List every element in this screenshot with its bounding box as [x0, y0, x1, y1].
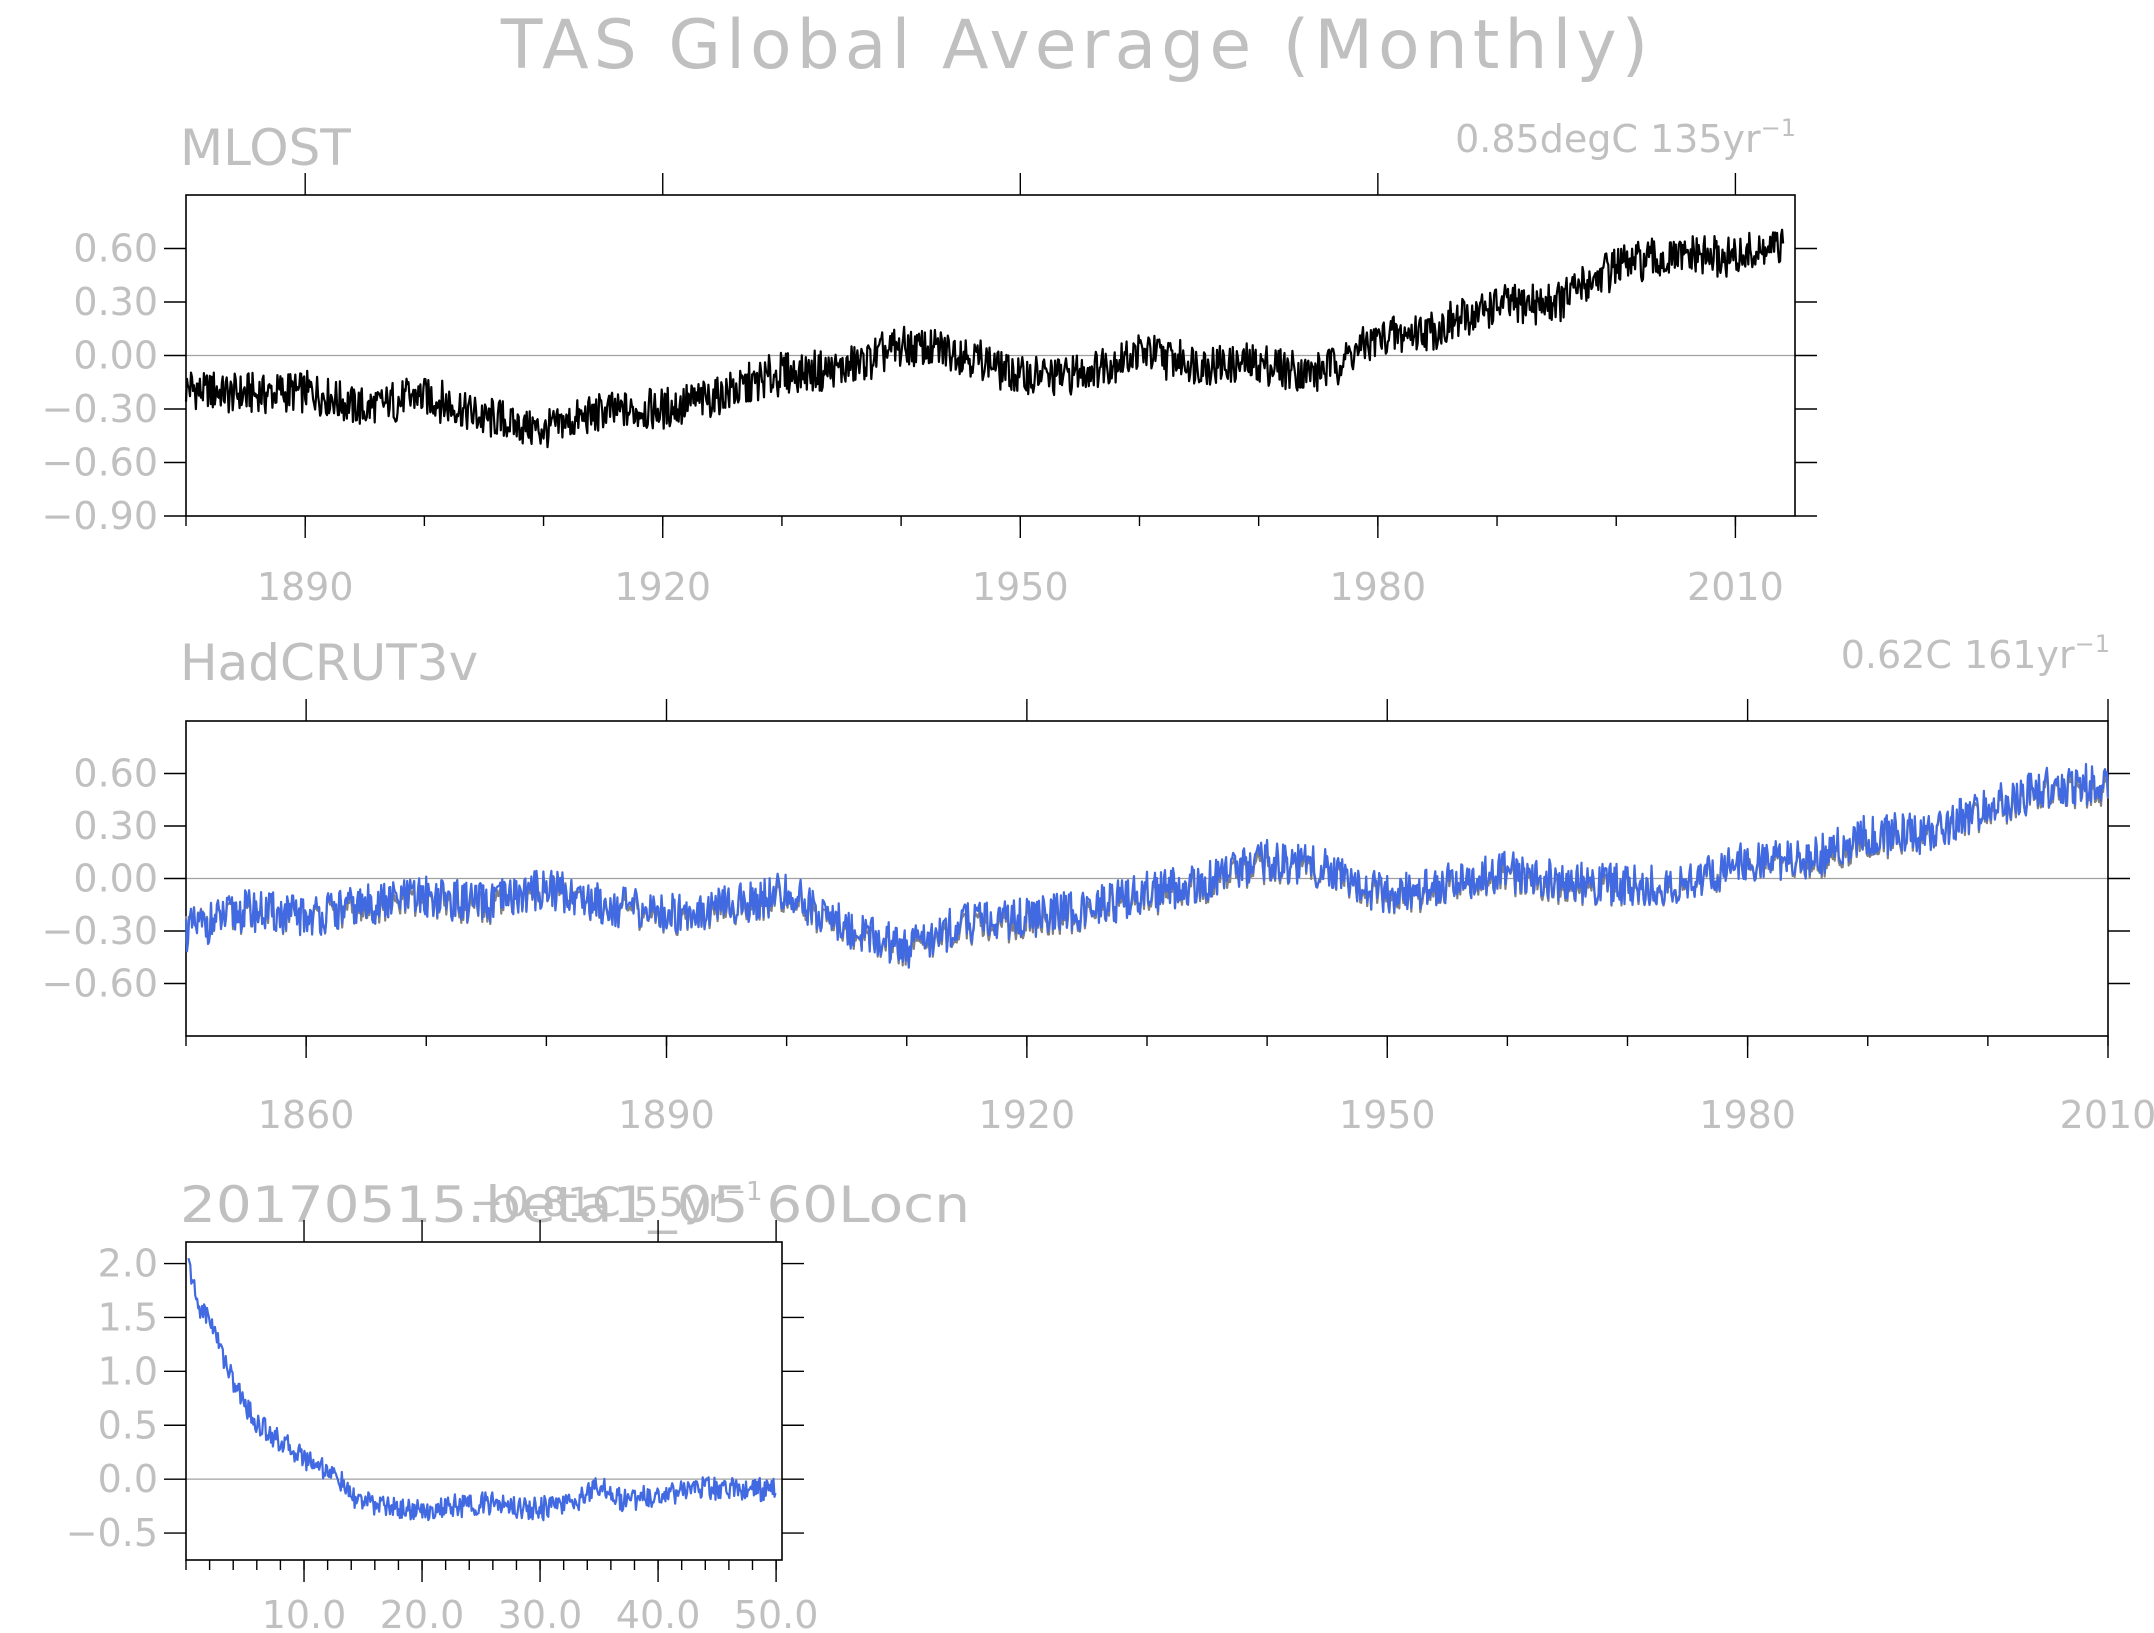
y-tick-label: 0.30	[73, 804, 158, 848]
x-tick-label: 2010	[1687, 565, 1784, 609]
x-tick-label: 20.0	[380, 1593, 465, 1633]
series-line	[187, 1257, 777, 1522]
y-tick-label: −0.60	[42, 962, 158, 1006]
x-tick-label: 10.0	[262, 1593, 347, 1633]
series-line	[184, 762, 2110, 969]
y-tick-label: 1.0	[98, 1349, 158, 1393]
plot-frame	[185, 194, 1796, 517]
plot-frame	[185, 720, 2109, 1037]
y-tick-label: −0.60	[42, 441, 158, 485]
figure-title: TAS Global Average (Monthly)	[500, 6, 1653, 85]
y-tick-label: 0.0	[98, 1457, 158, 1501]
panel-model: 20170515.beta1_05 60Locn −0.81C 55yr−1 2…	[66, 1176, 970, 1633]
plot-frame	[185, 1241, 783, 1561]
y-tick-label: 0.30	[73, 280, 158, 324]
x-tick-label: 1920	[614, 565, 711, 609]
x-tick-label: 1950	[972, 565, 1069, 609]
panel-title: 20170515.beta1_05 60Locn	[180, 1176, 970, 1234]
x-tick-label: 1950	[1339, 1093, 1436, 1137]
y-tick-label: −0.30	[42, 909, 158, 953]
y-tick-label: 0.5	[98, 1403, 158, 1447]
x-tick-label: 1980	[1329, 565, 1426, 609]
x-tick-label: 1980	[1699, 1093, 1796, 1137]
y-tick-label: −0.90	[42, 494, 158, 538]
y-tick-label: 0.00	[73, 857, 158, 901]
y-tick-label: 2.0	[98, 1242, 158, 1286]
trend-label: 0.62C 161yr−1	[1841, 630, 2110, 677]
series-line	[184, 228, 1785, 449]
panel-title: MLOST	[180, 119, 351, 177]
y-tick-label: 1.5	[98, 1295, 158, 1339]
panel-title: HadCRUT3v	[180, 634, 478, 692]
y-tick-label: −0.5	[66, 1511, 158, 1555]
y-tick-label: 0.60	[73, 227, 158, 271]
trend-label: −0.81C 55yr−1	[470, 1177, 763, 1226]
x-tick-label: 1890	[257, 565, 354, 609]
x-tick-label: 50.0	[734, 1593, 819, 1633]
y-tick-label: −0.30	[42, 387, 158, 431]
y-tick-label: 0.60	[73, 752, 158, 796]
panel-mlost: MLOST 0.85degC 135yr−1 0.60 0.30 0.00 −0.30…	[42, 114, 1817, 609]
x-tick-label: 40.0	[616, 1593, 701, 1633]
x-tick-label: 1920	[979, 1093, 1076, 1137]
x-tick-label: 1890	[618, 1093, 715, 1137]
panel-hadcrut3v: HadCRUT3v 0.62C 161yr−1 0.60 0.30 0.00 −0.3…	[42, 630, 2154, 1137]
x-tick-label: 1860	[258, 1093, 355, 1137]
x-tick-label: 30.0	[498, 1593, 583, 1633]
trend-label: 0.85degC 135yr−1	[1455, 114, 1796, 161]
y-tick-label: 0.00	[73, 334, 158, 378]
x-tick-label: 2010	[2060, 1093, 2154, 1137]
